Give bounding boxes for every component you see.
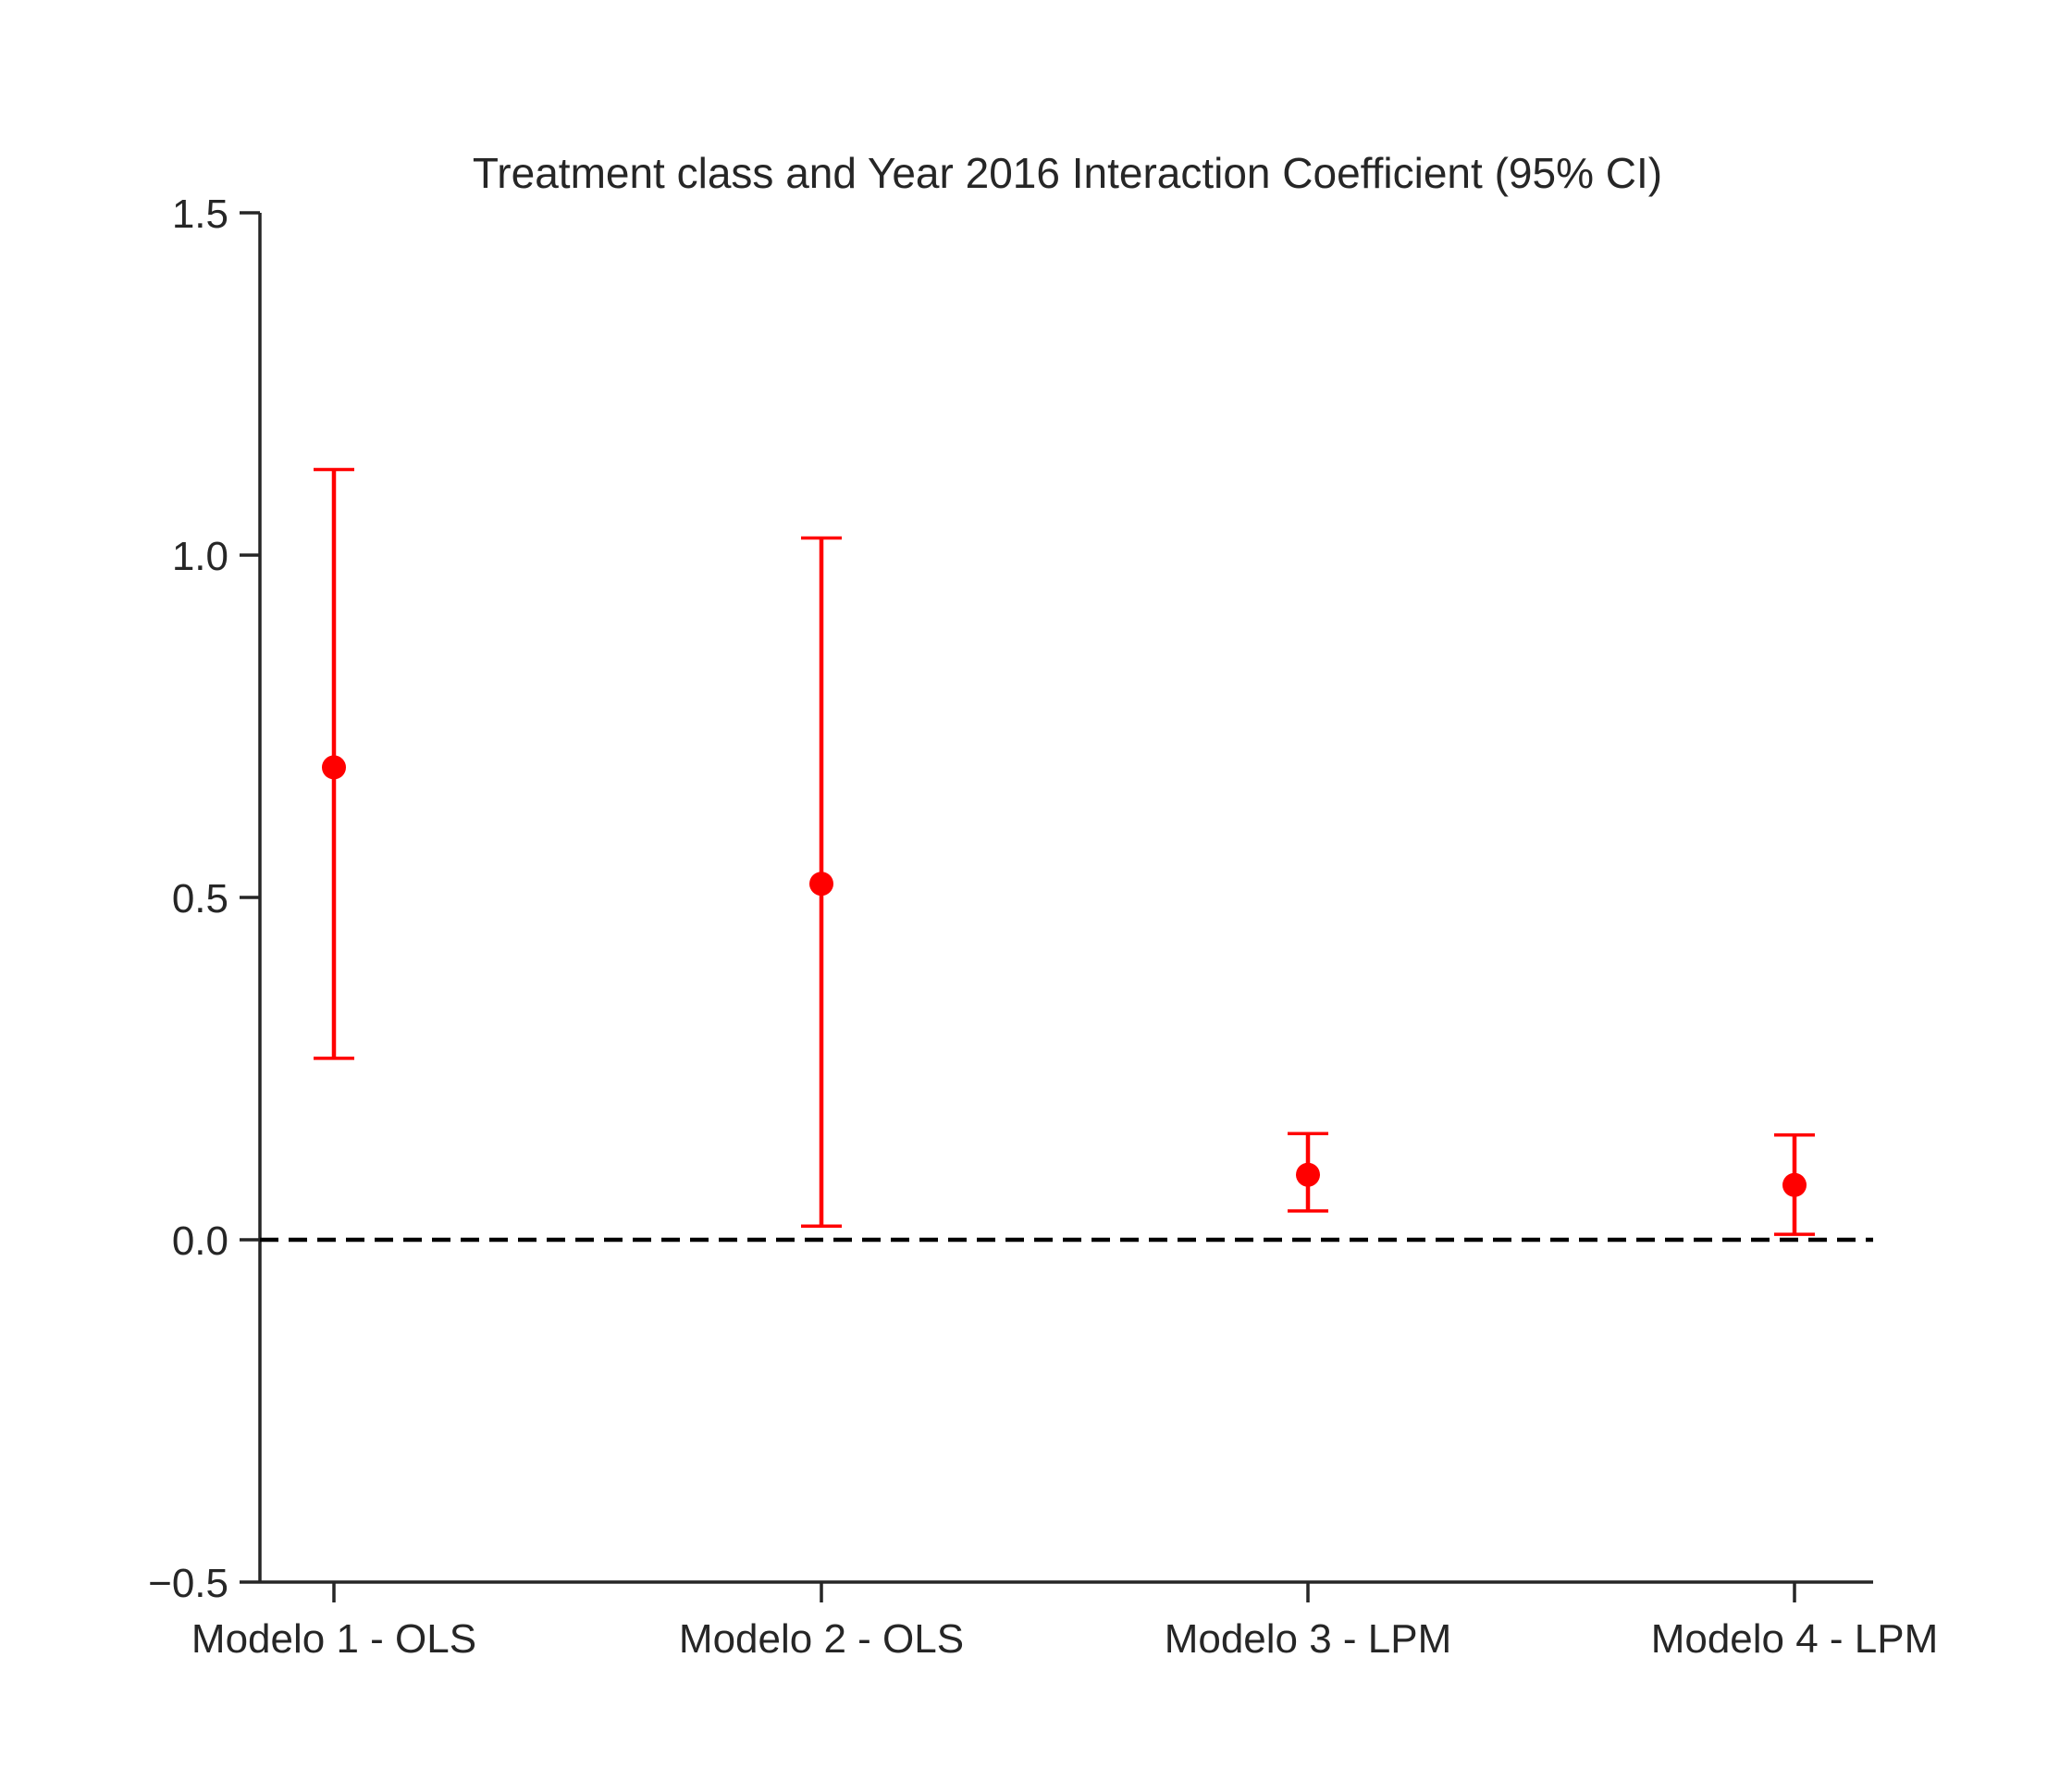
coefficient-point xyxy=(1296,1162,1320,1187)
coefficient-point xyxy=(1782,1172,1807,1197)
y-tick-label: 0.5 xyxy=(172,876,228,921)
y-tick-label: 1.0 xyxy=(172,534,228,579)
y-tick-label: −0.5 xyxy=(148,1561,228,1606)
x-tick-label: Modelo 3 - LPM xyxy=(1165,1616,1452,1662)
y-tick-label: 1.5 xyxy=(172,192,228,237)
x-tick-label: Modelo 4 - LPM xyxy=(1651,1616,1939,1662)
coefficient-point xyxy=(322,755,346,780)
coefficient-point xyxy=(809,872,833,897)
axes: −0.5 0.0 0.5 1.0 1.5 Modelo 1 - OLS Modelo 2 -… xyxy=(148,192,1938,1662)
data-marks xyxy=(314,467,1815,1236)
x-tick-label: Modelo 1 - OLS xyxy=(191,1616,476,1662)
y-tick-label: 0.0 xyxy=(172,1218,228,1264)
chart-title: Treatment class and Year 2016 Interactio… xyxy=(473,149,1662,197)
x-tick-label: Modelo 2 - OLS xyxy=(679,1616,964,1662)
